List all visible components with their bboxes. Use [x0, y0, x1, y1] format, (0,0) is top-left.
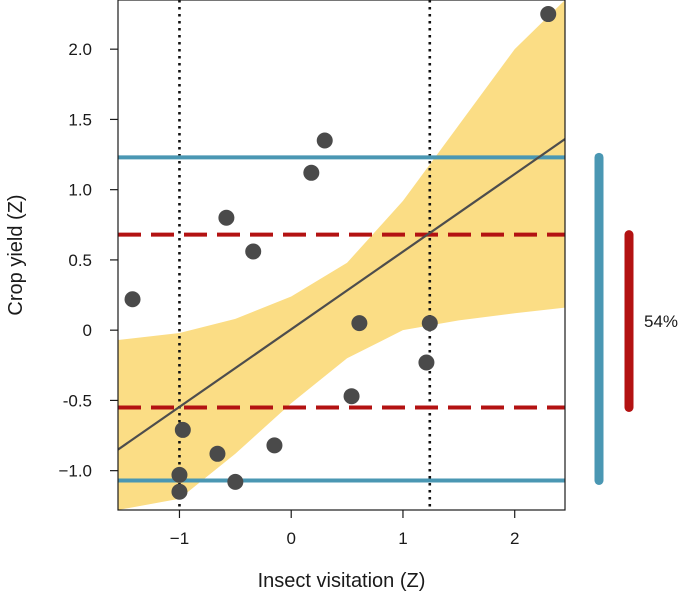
data-point-10	[316, 132, 333, 149]
y-tick-label-3: 0.5	[68, 251, 92, 270]
y-tick-label-5: 1.5	[68, 110, 92, 129]
y-tick-label-4: 1.0	[68, 181, 92, 200]
data-point-3	[174, 421, 191, 438]
axes: −1 0 1 2 −1.0 -0.5 0 0.5 1.0 1.5 2.0	[58, 40, 519, 548]
data-point-14	[421, 315, 438, 332]
regression-line	[118, 138, 565, 451]
y-axis-label: Crop yield (Z)	[5, 194, 27, 315]
confidence-band	[118, 0, 565, 510]
range-annotation	[594, 152, 634, 485]
y-tick-label-6: 2.0	[68, 40, 92, 59]
x-axis-label: Insect visitation (Z)	[258, 570, 426, 592]
plot-area	[118, 0, 565, 510]
data-point-9	[303, 164, 320, 181]
data-point-2	[171, 483, 188, 500]
plot-frame	[117, 0, 566, 511]
y-tick-label-2: 0	[83, 321, 92, 340]
data-point-4	[209, 445, 226, 462]
y-tick-label-0: −1.0	[58, 462, 92, 481]
data-point-8	[266, 437, 283, 454]
data-point-13	[418, 354, 435, 371]
x-tick-label-3: 2	[510, 529, 519, 548]
data-point-6	[227, 473, 244, 490]
y-tick-label-1: -0.5	[63, 391, 92, 410]
data-point-1	[171, 466, 188, 483]
percent-annotation: 54%	[644, 312, 678, 331]
x-tick-label-1: 0	[286, 529, 295, 548]
data-point-5	[218, 209, 235, 226]
data-point-11	[343, 388, 360, 405]
data-point-15	[540, 6, 557, 23]
x-tick-label-0: −1	[170, 529, 189, 548]
data-point-0	[124, 291, 141, 308]
x-tick-label-2: 1	[398, 529, 407, 548]
data-point-12	[351, 315, 368, 332]
data-point-7	[245, 243, 262, 260]
